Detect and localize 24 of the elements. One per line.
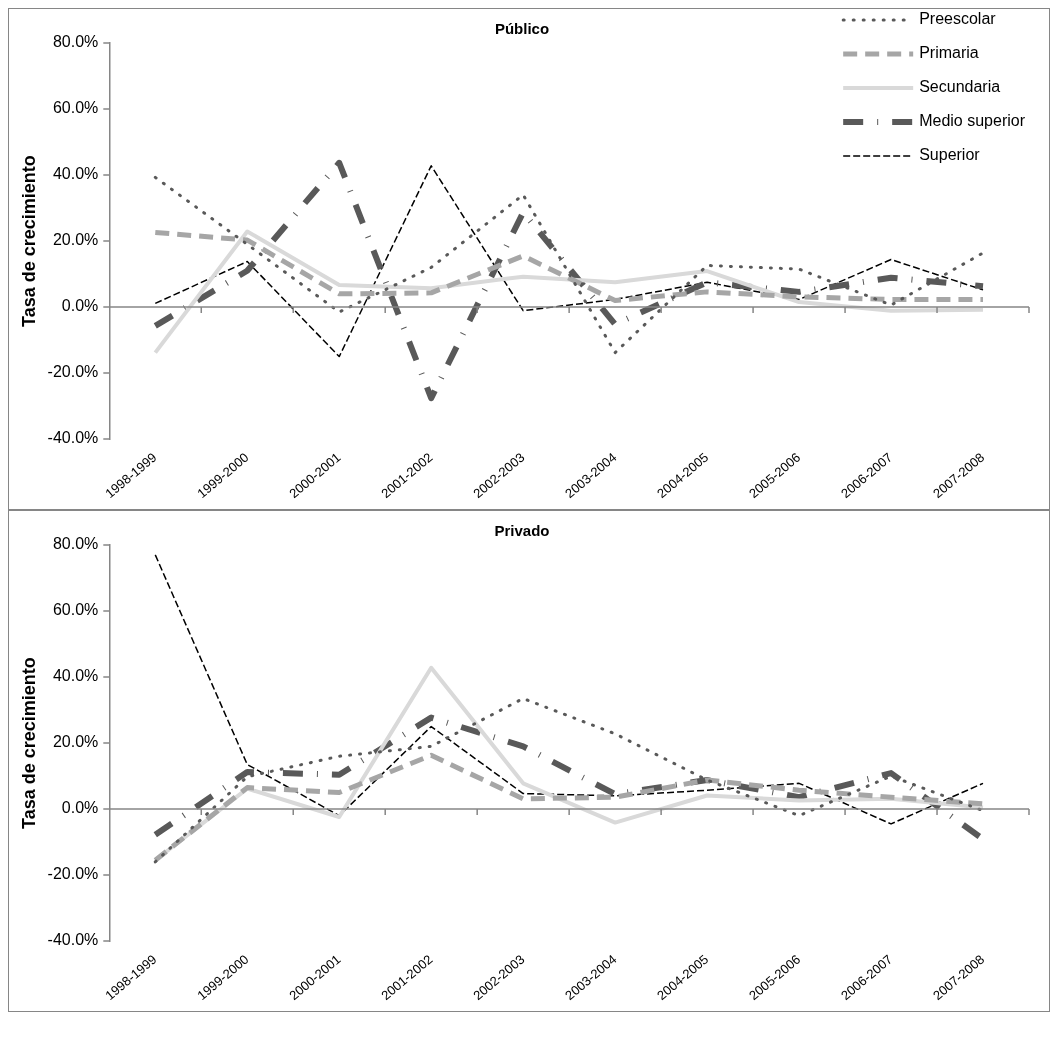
y-tick-label: 20.0% (52, 231, 99, 249)
y-tick-label: -40.0% (47, 429, 99, 447)
y-tick-label: 0.0% (61, 799, 99, 817)
y-tick-label: 60.0% (52, 601, 99, 619)
legend-label: Medio superior (919, 112, 1026, 130)
y-tick-label: 60.0% (52, 99, 99, 117)
legend-label: Preescolar (919, 10, 997, 28)
y-tick-label: 20.0% (52, 733, 99, 751)
y-tick-label: 40.0% (52, 165, 99, 183)
y-tick-label: 80.0% (52, 33, 99, 51)
legend-label: Primaria (919, 44, 979, 62)
y-axis-title: Tasa de crecimiento (18, 657, 39, 829)
chart-title: Privado (494, 522, 550, 540)
y-axis-title: Tasa de crecimiento (18, 155, 39, 327)
y-tick-label: -20.0% (47, 363, 99, 381)
line-series (154, 554, 984, 825)
chart-title: Público (494, 20, 550, 38)
legend-label: Superior (919, 146, 981, 164)
legend-label: Secundaria (919, 78, 1001, 96)
y-tick-label: 40.0% (52, 667, 99, 685)
y-tick-label: -40.0% (47, 931, 99, 949)
y-tick-label: 80.0% (52, 535, 99, 553)
y-tick-label: 0.0% (61, 297, 99, 315)
y-tick-label: -20.0% (47, 865, 99, 883)
